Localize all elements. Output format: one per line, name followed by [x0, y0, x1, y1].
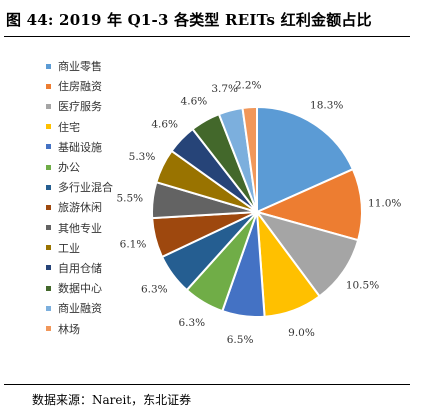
pie-slice — [256, 105, 355, 214]
pie-slice — [241, 105, 258, 213]
slice-label: 5.3% — [129, 151, 156, 163]
slice-label: 6.1% — [120, 239, 147, 251]
legend-item: 商业零售 — [46, 56, 113, 76]
legend-label: 其他专业 — [58, 221, 102, 235]
legend-label: 林场 — [58, 322, 80, 336]
slice-label: 3.7% — [211, 83, 238, 95]
pie-slice — [254, 210, 360, 298]
legend-label: 基础设施 — [58, 140, 102, 154]
slice-label: 5.5% — [116, 192, 143, 204]
legend-label: 旅游休闲 — [58, 201, 102, 215]
pie-slices — [151, 105, 363, 319]
source-rule — [4, 384, 410, 385]
legend-swatch — [46, 285, 51, 291]
legend-label: 商业零售 — [58, 60, 102, 74]
legend-swatch — [46, 184, 51, 190]
legend-swatch — [46, 63, 51, 69]
legend-label: 自用仓储 — [58, 261, 102, 275]
legend-swatch — [46, 83, 51, 89]
legend-item: 数据中心 — [46, 278, 113, 298]
legend-item: 自用仓储 — [46, 258, 113, 278]
chart-legend: 商业零售住房融资医疗服务住宅基础设施办公多行业混合旅游休闲其他专业工业自用仓储数… — [46, 56, 113, 339]
legend-label: 医疗服务 — [58, 100, 102, 114]
slice-label: 2.2% — [235, 79, 262, 91]
slice-label: 4.6% — [181, 96, 208, 108]
legend-item: 旅游休闲 — [46, 197, 113, 217]
slice-label: 18.3% — [310, 100, 343, 112]
slice-label: 6.3% — [141, 283, 168, 295]
legend-item: 住宅 — [46, 117, 113, 137]
legend-item: 商业融资 — [46, 298, 113, 318]
slice-label: 4.6% — [151, 118, 178, 130]
legend-label: 住房融资 — [58, 80, 102, 94]
legend-label: 住宅 — [58, 120, 80, 134]
legend-swatch — [46, 204, 51, 210]
legend-swatch — [46, 326, 51, 332]
legend-swatch — [46, 265, 51, 271]
legend-item: 住房融资 — [46, 76, 113, 96]
legend-item: 林场 — [46, 318, 113, 338]
legend-item: 基础设施 — [46, 137, 113, 157]
slice-label: 9.0% — [288, 327, 315, 339]
source-note: 数据来源：Nareit，东北证券 — [32, 393, 192, 407]
legend-swatch — [46, 225, 51, 231]
legend-label: 多行业混合 — [58, 181, 113, 195]
legend-swatch — [46, 124, 51, 130]
legend-item: 其他专业 — [46, 218, 113, 238]
pie-labels: 18.3% 11.0% 10.5% 9.0% 6.5% 6.3% 6.3% 6.1% 5.5% 5… — [116, 79, 401, 346]
legend-label: 工业 — [58, 241, 80, 255]
figure-title: 图 44: 2019 年 Q1-3 各类型 REITs 红利金额占比 — [6, 11, 372, 29]
legend-label: 商业融资 — [58, 302, 102, 316]
slice-label: 6.5% — [227, 334, 254, 346]
legend-item: 医疗服务 — [46, 96, 113, 116]
legend-label: 办公 — [58, 161, 80, 175]
legend-swatch — [46, 305, 51, 311]
legend-swatch — [46, 144, 51, 150]
slice-label: 10.5% — [346, 280, 379, 292]
legend-item: 办公 — [46, 157, 113, 177]
legend-swatch — [46, 103, 51, 109]
legend-swatch — [46, 245, 51, 251]
pie-slice — [254, 167, 363, 242]
legend-swatch — [46, 164, 51, 170]
title-rule — [4, 36, 410, 37]
legend-item: 工业 — [46, 238, 113, 258]
slice-label: 6.3% — [178, 317, 205, 329]
legend-label: 数据中心 — [58, 282, 102, 296]
legend-item: 多行业混合 — [46, 177, 113, 197]
slice-label: 11.0% — [368, 198, 401, 210]
